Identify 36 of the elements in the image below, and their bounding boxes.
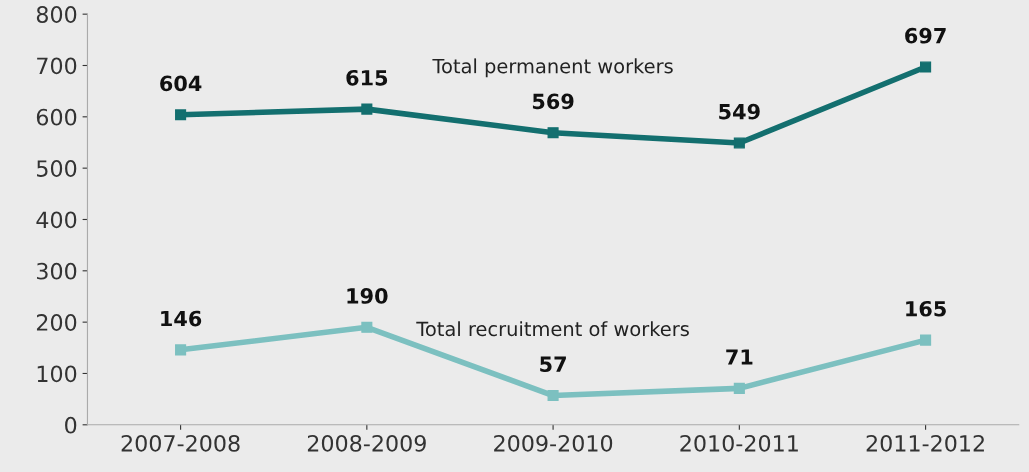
y-tick-label: 200 (36, 314, 77, 331)
point (175, 344, 187, 356)
data-label: 697 (905, 27, 946, 44)
y-tick-label: 500 (37, 160, 77, 177)
data-label: 615 (346, 69, 388, 86)
x-tick-label: 2008-2009 (307, 434, 426, 452)
data-label: 549 (719, 103, 760, 120)
point (920, 334, 932, 346)
point (920, 61, 932, 73)
x-tick-label: 2011-2012 (866, 434, 984, 452)
data-label: 57 (540, 356, 566, 373)
x-tick-label: 2010-2011 (680, 434, 798, 452)
point (361, 321, 373, 333)
series-label: Total recruitment of workers (416, 321, 689, 337)
point (733, 382, 745, 394)
data-label: 146 (161, 310, 202, 327)
point (547, 389, 559, 402)
y-tick-label: 0 (65, 416, 77, 434)
point (361, 103, 373, 115)
point (733, 137, 745, 149)
point (547, 127, 559, 139)
y-tick-label: 300 (37, 262, 77, 280)
y-tick-label: 700 (37, 57, 77, 75)
data-label: 604 (160, 75, 202, 92)
y-tick-label: 600 (36, 108, 77, 126)
y-tick-label: 400 (36, 211, 77, 229)
data-label: 190 (347, 288, 388, 304)
data-label: 71 (726, 349, 753, 365)
data-label: 165 (906, 300, 946, 317)
data-label: 569 (532, 93, 574, 110)
y-tick-label: 100 (37, 365, 77, 383)
point (175, 109, 187, 121)
text: Total permanent workers (432, 58, 673, 78)
x-tick-label: 2007-2008 (121, 434, 240, 452)
x-tick-label: 2009-2010 (494, 434, 613, 452)
y-tick-label: 800 (36, 6, 77, 23)
